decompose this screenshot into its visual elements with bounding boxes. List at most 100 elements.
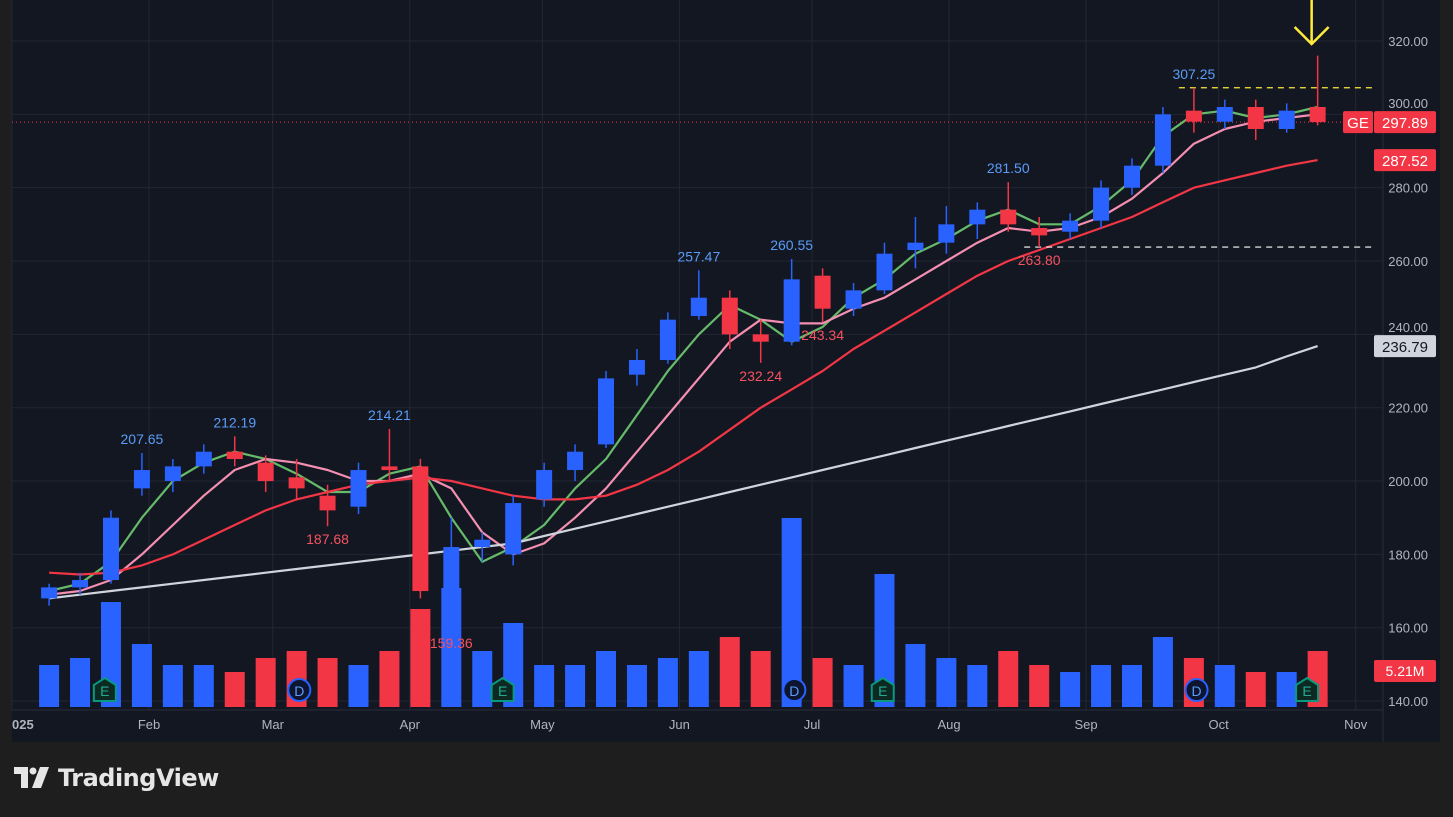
price-annotation: 307.25 — [1172, 66, 1215, 82]
y-tick-label: 180.00 — [1388, 547, 1428, 562]
candle-body — [845, 290, 862, 309]
price-annotation: 260.55 — [770, 237, 813, 253]
dividend-icon: D — [287, 678, 312, 702]
price-label: 297.89 — [1382, 115, 1428, 132]
candle-body — [969, 209, 986, 225]
candle-body — [133, 470, 150, 489]
candle-body — [1062, 220, 1079, 232]
earnings-marker — [870, 676, 895, 702]
volume-bar — [1060, 672, 1081, 707]
event-label: E — [1302, 683, 1311, 699]
price-label: 236.79 — [1382, 339, 1428, 356]
volume-bar — [70, 658, 91, 707]
candle-body — [443, 547, 460, 610]
volume-bar — [1152, 637, 1173, 707]
candle-body — [1247, 107, 1264, 130]
event-label: D — [789, 683, 799, 699]
x-tick-label: 025 — [12, 717, 34, 732]
x-tick-label: Apr — [400, 717, 421, 732]
volume-bar — [626, 665, 647, 707]
event-label: E — [878, 683, 887, 699]
candle-body — [1093, 187, 1110, 221]
candle-body — [257, 462, 274, 482]
moving-average-line — [48, 345, 1318, 600]
x-tick-label: Jun — [669, 717, 690, 732]
price-annotation: 232.24 — [739, 368, 782, 384]
volume-bar — [905, 644, 926, 707]
price-label-box — [1374, 111, 1436, 134]
tradingview-logo-icon — [14, 767, 49, 788]
candle-body — [536, 470, 553, 500]
candle-body — [721, 297, 738, 335]
candle-body — [1154, 114, 1171, 166]
volume-bar — [193, 665, 214, 707]
moving-average-line — [49, 159, 1318, 576]
arrow-down-icon — [1293, 0, 1330, 46]
volume-bar — [657, 658, 678, 707]
candle-body — [41, 587, 58, 599]
price-label-box — [1374, 149, 1436, 172]
candle-body — [876, 253, 893, 291]
candle-body — [1124, 165, 1140, 188]
volume-bar — [812, 658, 833, 707]
earnings-icon: E — [1295, 676, 1320, 702]
candle-body — [1000, 209, 1017, 225]
volume-bar — [1091, 665, 1112, 707]
volume-bar — [379, 651, 400, 707]
price-annotation: 243.34 — [801, 327, 844, 343]
price-annotation: 212.19 — [213, 414, 256, 430]
volume-bar — [967, 665, 988, 707]
x-tick-label: Nov — [1344, 717, 1368, 732]
candle-body — [752, 334, 769, 342]
candle-body — [288, 477, 305, 489]
x-tick-label: May — [530, 717, 555, 732]
dividend-icon: D — [782, 678, 807, 702]
earnings-marker — [1295, 676, 1320, 702]
x-tick-label: Sep — [1074, 717, 1097, 732]
symbol-label: GE — [1347, 115, 1369, 132]
x-tick-label: Aug — [937, 717, 960, 732]
candle-body — [412, 466, 429, 592]
volume-bar — [441, 588, 462, 707]
volume-bar — [1276, 672, 1297, 707]
event-label: D — [294, 683, 304, 699]
candle-body — [474, 539, 491, 548]
volume-bar — [317, 658, 338, 707]
volume-bar — [255, 658, 276, 707]
y-tick-label: 140.00 — [1388, 694, 1428, 709]
volume-label: 5.21M — [1386, 663, 1425, 679]
candle-body — [1278, 110, 1295, 130]
x-tick-label: Oct — [1209, 717, 1230, 732]
candle-body — [1216, 107, 1233, 122]
volume-bar — [131, 644, 152, 707]
volume-bar — [719, 637, 740, 707]
candle-body — [226, 451, 243, 460]
volume-bar — [410, 609, 431, 707]
volume-bar — [162, 665, 183, 707]
volume-bar — [39, 665, 60, 707]
candle-body — [783, 279, 800, 342]
symbol-label-box — [1343, 111, 1373, 134]
plot-background — [12, 0, 1440, 742]
candle-body — [72, 580, 89, 588]
candle-body — [690, 297, 707, 317]
price-label-box — [1374, 335, 1436, 358]
price-annotation: 187.68 — [306, 531, 349, 547]
price-annotation: 263.80 — [1018, 252, 1061, 268]
candle-body — [907, 242, 924, 251]
earnings-icon: E — [870, 676, 895, 702]
candle-body — [814, 275, 831, 309]
candle-body — [381, 466, 398, 471]
price-annotation: 257.47 — [677, 248, 720, 264]
candle-body — [319, 495, 336, 511]
candle-body — [567, 451, 584, 471]
volume-bar — [781, 518, 802, 707]
candle-body — [164, 466, 181, 482]
earnings-marker — [92, 676, 117, 702]
volume-bar — [596, 651, 617, 707]
y-tick-label: 320.00 — [1388, 34, 1428, 49]
price-chart[interactable]: 320.00 300.00 280.00 260.00 240.00 220.00 200.… — [0, 0, 1453, 745]
candle-body — [195, 451, 212, 467]
dividend-icon: D — [1184, 678, 1209, 702]
volume-bar — [874, 574, 895, 707]
